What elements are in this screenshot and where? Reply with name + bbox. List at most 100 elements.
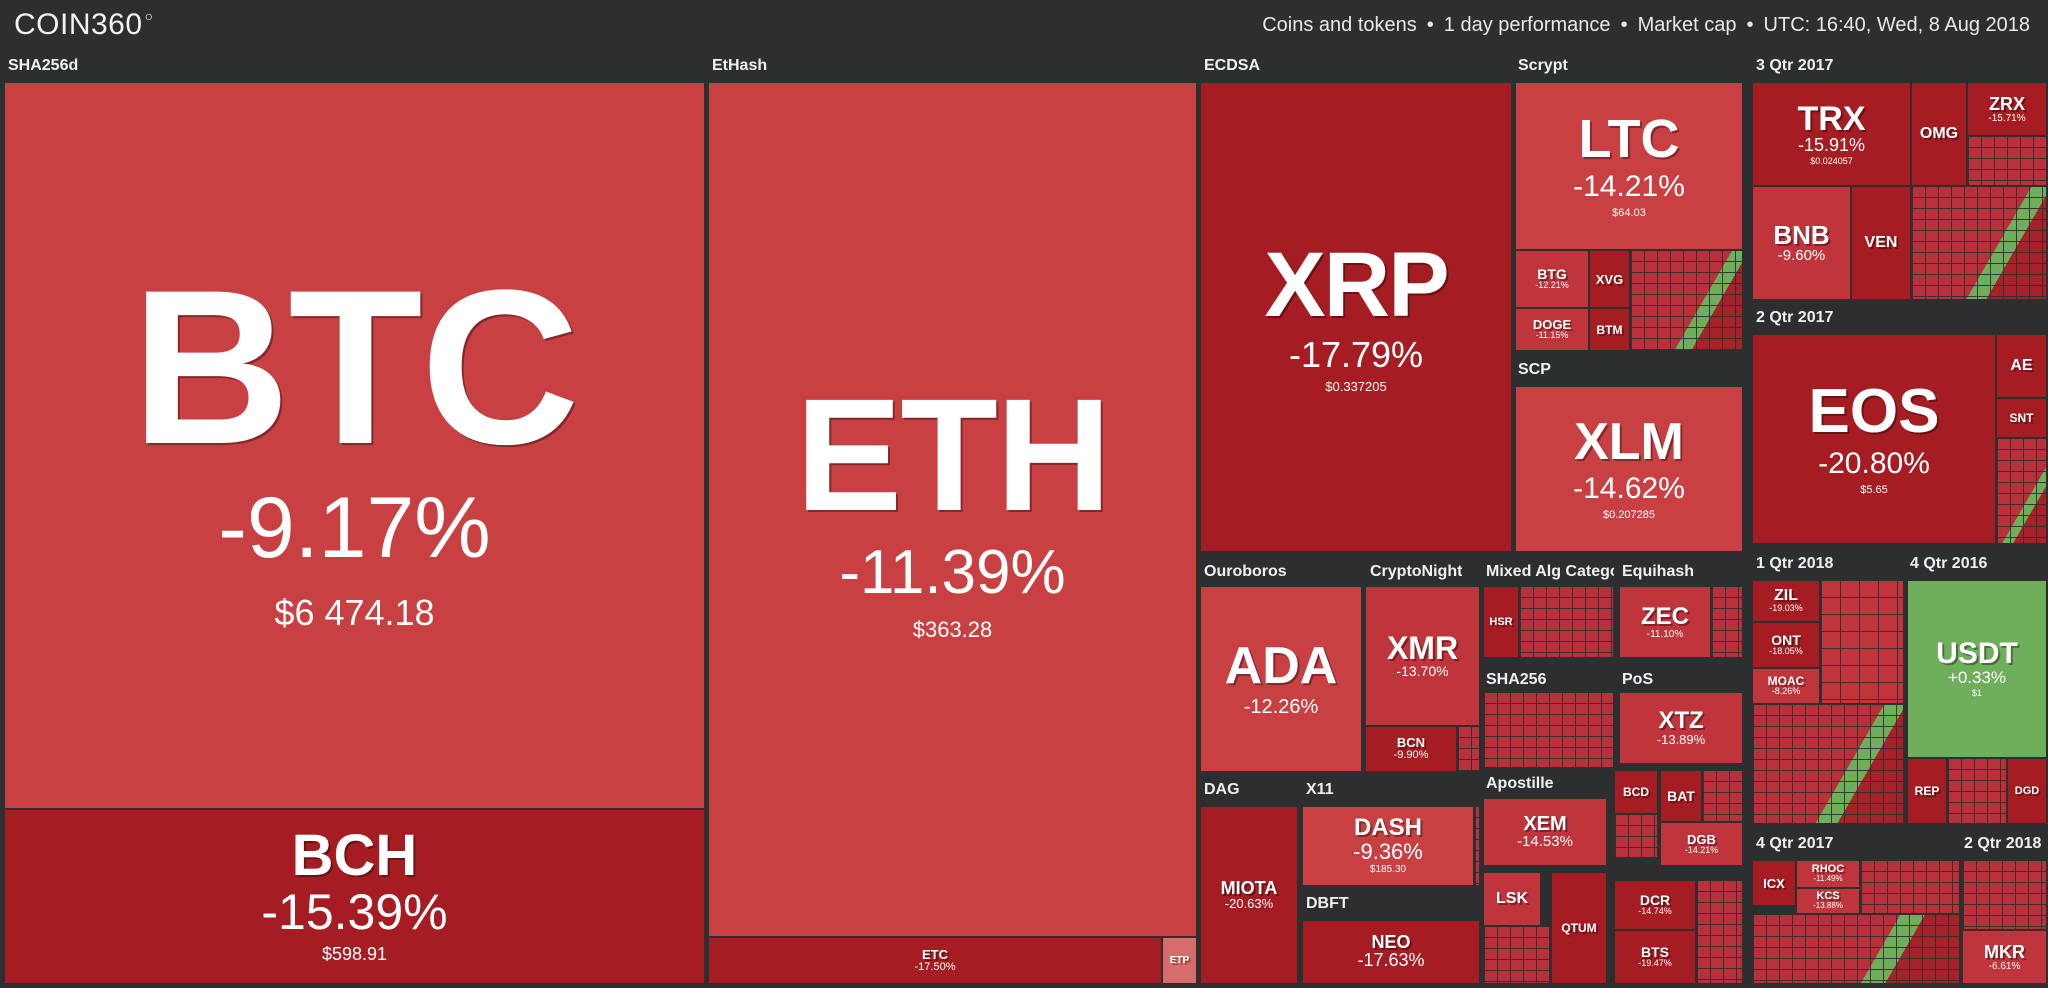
coin-price: $1 xyxy=(1971,687,1982,698)
group-label-q2-2018: 2 Qtr 2018 xyxy=(1964,835,2042,852)
group-label-dbft: DBFT xyxy=(1306,895,1349,912)
coin-tile-dcr[interactable]: DCR -14.74% xyxy=(1614,880,1696,930)
coin-tile-doge[interactable]: DOGE -11.15% xyxy=(1515,308,1589,351)
small-coins-cluster[interactable] xyxy=(1519,586,1614,658)
coin-tile-rep[interactable]: REP xyxy=(1907,758,1947,824)
group-label-sha256: SHA256 xyxy=(1486,671,1547,688)
coin-tile-omg[interactable]: OMG xyxy=(1911,82,1967,186)
coin-tile-etc[interactable]: ETC -17.50% xyxy=(708,937,1162,984)
small-coins-cluster[interactable] xyxy=(1483,692,1614,768)
scope-filter[interactable]: Coins and tokens xyxy=(1262,14,1417,36)
group-label-x11: X11 xyxy=(1306,781,1334,798)
coin-tile-bts[interactable]: BTS -19.47% xyxy=(1614,930,1696,984)
coin-tile-bcn[interactable]: BCN -9.90% xyxy=(1365,726,1457,772)
coin-change: -20.80% xyxy=(1818,446,1930,480)
coin-tile-xtz[interactable]: XTZ -13.89% xyxy=(1619,692,1743,764)
coin-symbol: XVG xyxy=(1595,271,1624,287)
small-coins-cluster[interactable] xyxy=(1967,136,2047,186)
coin-change: -12.21% xyxy=(1535,280,1569,291)
coin-tile-eos[interactable]: EOS -20.80% $5.65 xyxy=(1752,334,1996,544)
coin-change: -13.70% xyxy=(1396,663,1449,680)
coin-symbol: BTC xyxy=(131,243,579,490)
coin-tile-btc[interactable]: BTC -9.17% $6 474.18 xyxy=(4,82,705,809)
small-coins-cluster[interactable] xyxy=(1711,586,1743,658)
coin-symbol: ETP xyxy=(1169,954,1190,966)
coin-symbol: XRP xyxy=(1264,234,1449,337)
small-coins-cluster[interactable] xyxy=(1614,814,1658,858)
coin-tile-miota[interactable]: MIOTA -20.63% xyxy=(1200,806,1298,984)
coin-tile-kcs[interactable]: KCS -13.88% xyxy=(1796,888,1860,914)
coin-tile-xrp[interactable]: XRP -17.79% $0.337205 xyxy=(1200,82,1512,552)
coin-tile-zil[interactable]: ZIL -19.03% xyxy=(1752,580,1820,622)
small-coins-cluster[interactable] xyxy=(1860,860,1960,914)
small-coins-cluster[interactable] xyxy=(1696,880,1743,984)
coin-symbol: OMG xyxy=(1919,125,1959,142)
small-coins-cluster[interactable] xyxy=(1752,704,1904,824)
coin-change: -18.05% xyxy=(1769,646,1803,657)
coin360-logo[interactable]: COIN360 ○ xyxy=(14,8,154,41)
coin-change: -13.88% xyxy=(1813,901,1843,911)
coin-tile-dgb[interactable]: DGB -14.21% xyxy=(1660,822,1743,866)
coin-tile-xmr[interactable]: XMR -13.70% xyxy=(1365,586,1480,726)
coin-tile-xem[interactable]: XEM -14.53% xyxy=(1483,798,1607,866)
coin-symbol: ETC xyxy=(922,946,948,962)
coin-tile-icx[interactable]: ICX xyxy=(1752,860,1796,906)
coin-tile-trx[interactable]: TRX -15.91% $0.024057 xyxy=(1752,82,1911,186)
coin-tile-snt[interactable]: SNT xyxy=(1996,398,2047,438)
coin-tile-xlm[interactable]: XLM -14.62% $0.207285 xyxy=(1515,386,1743,552)
coin-tile-ada[interactable]: ADA -12.26% xyxy=(1200,586,1362,772)
coin-tile-ltc[interactable]: LTC -14.21% $64.03 xyxy=(1515,82,1743,250)
separator: • xyxy=(1620,14,1628,36)
coin-tile-rhoc[interactable]: RHOC -11.49% xyxy=(1796,860,1860,888)
coin-tile-ven[interactable]: VEN xyxy=(1851,186,1911,300)
coin-tile-mkr[interactable]: MKR -6.61% xyxy=(1962,930,2047,984)
coin-change: -9.17% xyxy=(218,479,491,576)
coin-symbol: RHOC xyxy=(1811,863,1845,876)
coin-tile-hsr[interactable]: HSR xyxy=(1483,586,1519,658)
coin-tile-neo[interactable]: NEO -17.63% xyxy=(1302,920,1480,984)
coin-tile-lsk[interactable]: LSK xyxy=(1483,872,1541,926)
small-coins-cluster[interactable] xyxy=(1752,914,1960,984)
coin-tile-dash[interactable]: DASH -9.36% $185.30 xyxy=(1302,806,1474,886)
coin-symbol: NEO xyxy=(1371,932,1411,953)
small-coins-cluster[interactable] xyxy=(1702,770,1743,822)
coin-tile-qtum[interactable]: QTUM xyxy=(1551,872,1607,984)
coin-symbol: DCR xyxy=(1639,892,1671,909)
period-filter[interactable]: 1 day performance xyxy=(1443,14,1611,36)
coin-tile-zrx[interactable]: ZRX -15.71% xyxy=(1967,82,2047,136)
coin-tile-bat[interactable]: BAT xyxy=(1660,770,1702,822)
coin-symbol: BTS xyxy=(1641,944,1669,961)
group-label-q1-2018: 1 Qtr 2018 xyxy=(1756,555,1834,572)
coin-tile-etp[interactable]: ETP xyxy=(1162,937,1197,984)
coin-symbol: LSK xyxy=(1496,890,1528,907)
small-coins-cluster[interactable] xyxy=(1820,580,1904,704)
small-coins-cluster[interactable] xyxy=(1630,250,1743,351)
small-coins-cluster[interactable] xyxy=(1483,926,1551,984)
metric-filter[interactable]: Market cap xyxy=(1637,14,1737,36)
coin-tile-xvg[interactable]: XVG xyxy=(1589,250,1630,308)
coin-tile-eth[interactable]: ETH -11.39% $363.28 xyxy=(708,82,1197,937)
small-coins-cluster[interactable] xyxy=(1962,860,2047,930)
small-coins-cluster[interactable] xyxy=(1996,438,2047,544)
coin-tile-dgd[interactable]: DGD xyxy=(2007,758,2047,824)
group-label-q2-2017: 2 Qtr 2017 xyxy=(1756,309,1834,326)
coin-symbol: ETH xyxy=(795,365,1112,545)
coin-change: -13.89% xyxy=(1656,731,1706,747)
coin-tile-usdt[interactable]: USDT +0.33% $1 xyxy=(1907,580,2047,758)
coin-change: -17.50% xyxy=(914,960,956,973)
coin-tile-moac[interactable]: MOAC -8.26% xyxy=(1752,668,1820,704)
small-coins-cluster[interactable] xyxy=(1947,758,2007,824)
small-coins-cluster[interactable] xyxy=(1911,186,2047,300)
coin-tile-bch[interactable]: BCH -15.39% $598.91 xyxy=(4,809,705,984)
coin-tile-ont[interactable]: ONT -18.05% xyxy=(1752,622,1820,668)
coin-tile-bnb[interactable]: BNB -9.60% xyxy=(1752,186,1851,300)
coin-tile-btg[interactable]: BTG -12.21% xyxy=(1515,250,1589,308)
coin-tile-btm[interactable]: BTM xyxy=(1589,308,1630,351)
coin-tile-ae[interactable]: AE xyxy=(1996,334,2047,398)
coin-symbol: BCN xyxy=(1396,735,1426,751)
coin-tile-bcd[interactable]: BCD xyxy=(1614,770,1658,814)
small-coins-cluster[interactable] xyxy=(1474,806,1480,886)
coin-symbol: ONT xyxy=(1771,632,1801,649)
small-coins-cluster[interactable] xyxy=(1457,726,1480,772)
coin-tile-zec[interactable]: ZEC -11.10% xyxy=(1619,586,1711,658)
